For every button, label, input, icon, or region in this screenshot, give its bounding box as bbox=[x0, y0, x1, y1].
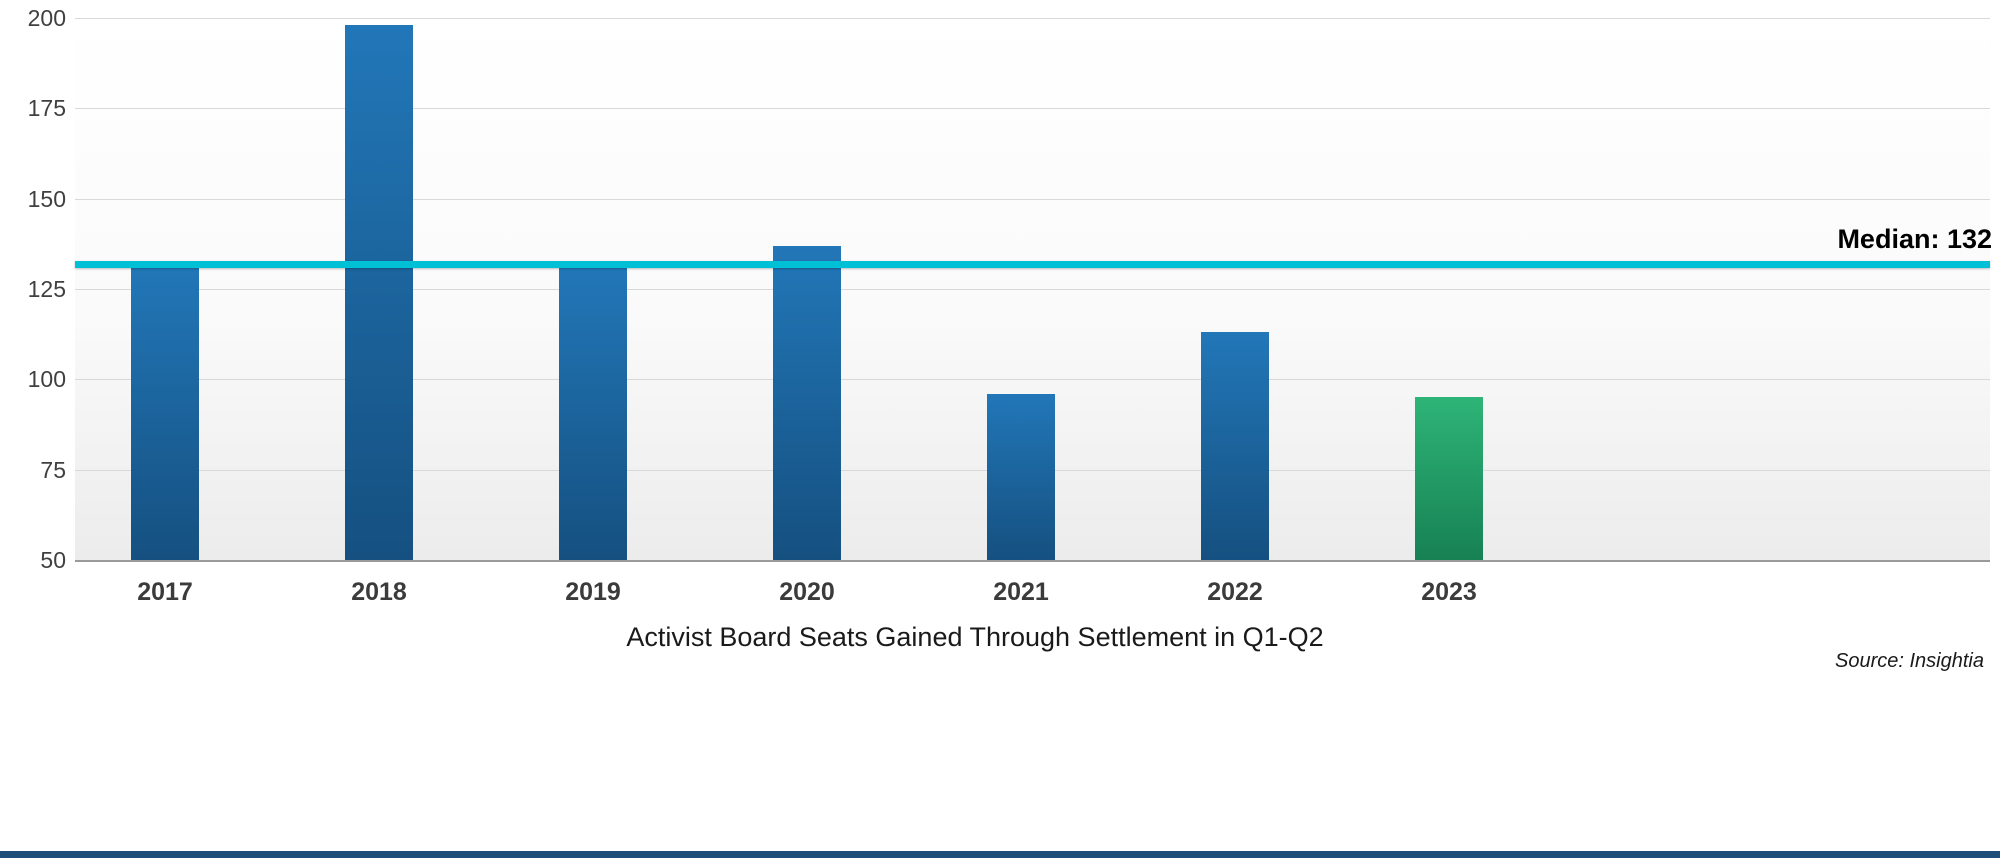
plot-area bbox=[75, 18, 1990, 562]
ytick-50: 50 bbox=[40, 547, 66, 573]
bar-2020 bbox=[773, 245, 841, 560]
ytick-175: 175 bbox=[27, 95, 66, 122]
gridline-175 bbox=[75, 108, 1990, 110]
bar-2023 bbox=[1415, 397, 1483, 560]
xlabel-2022: 2022 bbox=[1207, 578, 1263, 606]
ytick-150: 150 bbox=[27, 185, 66, 212]
xlabel-2020: 2020 bbox=[779, 578, 835, 606]
gridline-125 bbox=[75, 289, 1990, 290]
gridline-150 bbox=[75, 198, 1990, 200]
xlabel-2019: 2019 bbox=[565, 578, 621, 606]
bottom-border bbox=[0, 851, 2000, 858]
xlabel-2023: 2023 bbox=[1421, 578, 1477, 606]
bar-2021 bbox=[987, 393, 1055, 560]
ytick-125: 125 bbox=[27, 276, 66, 302]
ytick-75: 75 bbox=[40, 456, 66, 483]
bar-2018 bbox=[345, 25, 413, 560]
xlabel-2018: 2018 bbox=[351, 578, 407, 606]
bar-2017 bbox=[131, 263, 199, 560]
gridline-100 bbox=[75, 379, 1990, 381]
ytick-200: 200 bbox=[27, 5, 66, 31]
median-line bbox=[75, 260, 1990, 268]
gridline-200 bbox=[75, 18, 1990, 19]
bar-2019 bbox=[559, 267, 627, 560]
median-annotation: Median: 132 bbox=[1837, 223, 1992, 254]
xlabel-2017: 2017 bbox=[137, 578, 193, 606]
xlabel-2021: 2021 bbox=[993, 578, 1049, 606]
ytick-100: 100 bbox=[27, 366, 66, 393]
bar-2022 bbox=[1201, 332, 1269, 560]
source-note: Source: Insightia bbox=[1835, 650, 1984, 672]
chart-title: Activist Board Seats Gained Through Sett… bbox=[626, 622, 1324, 652]
